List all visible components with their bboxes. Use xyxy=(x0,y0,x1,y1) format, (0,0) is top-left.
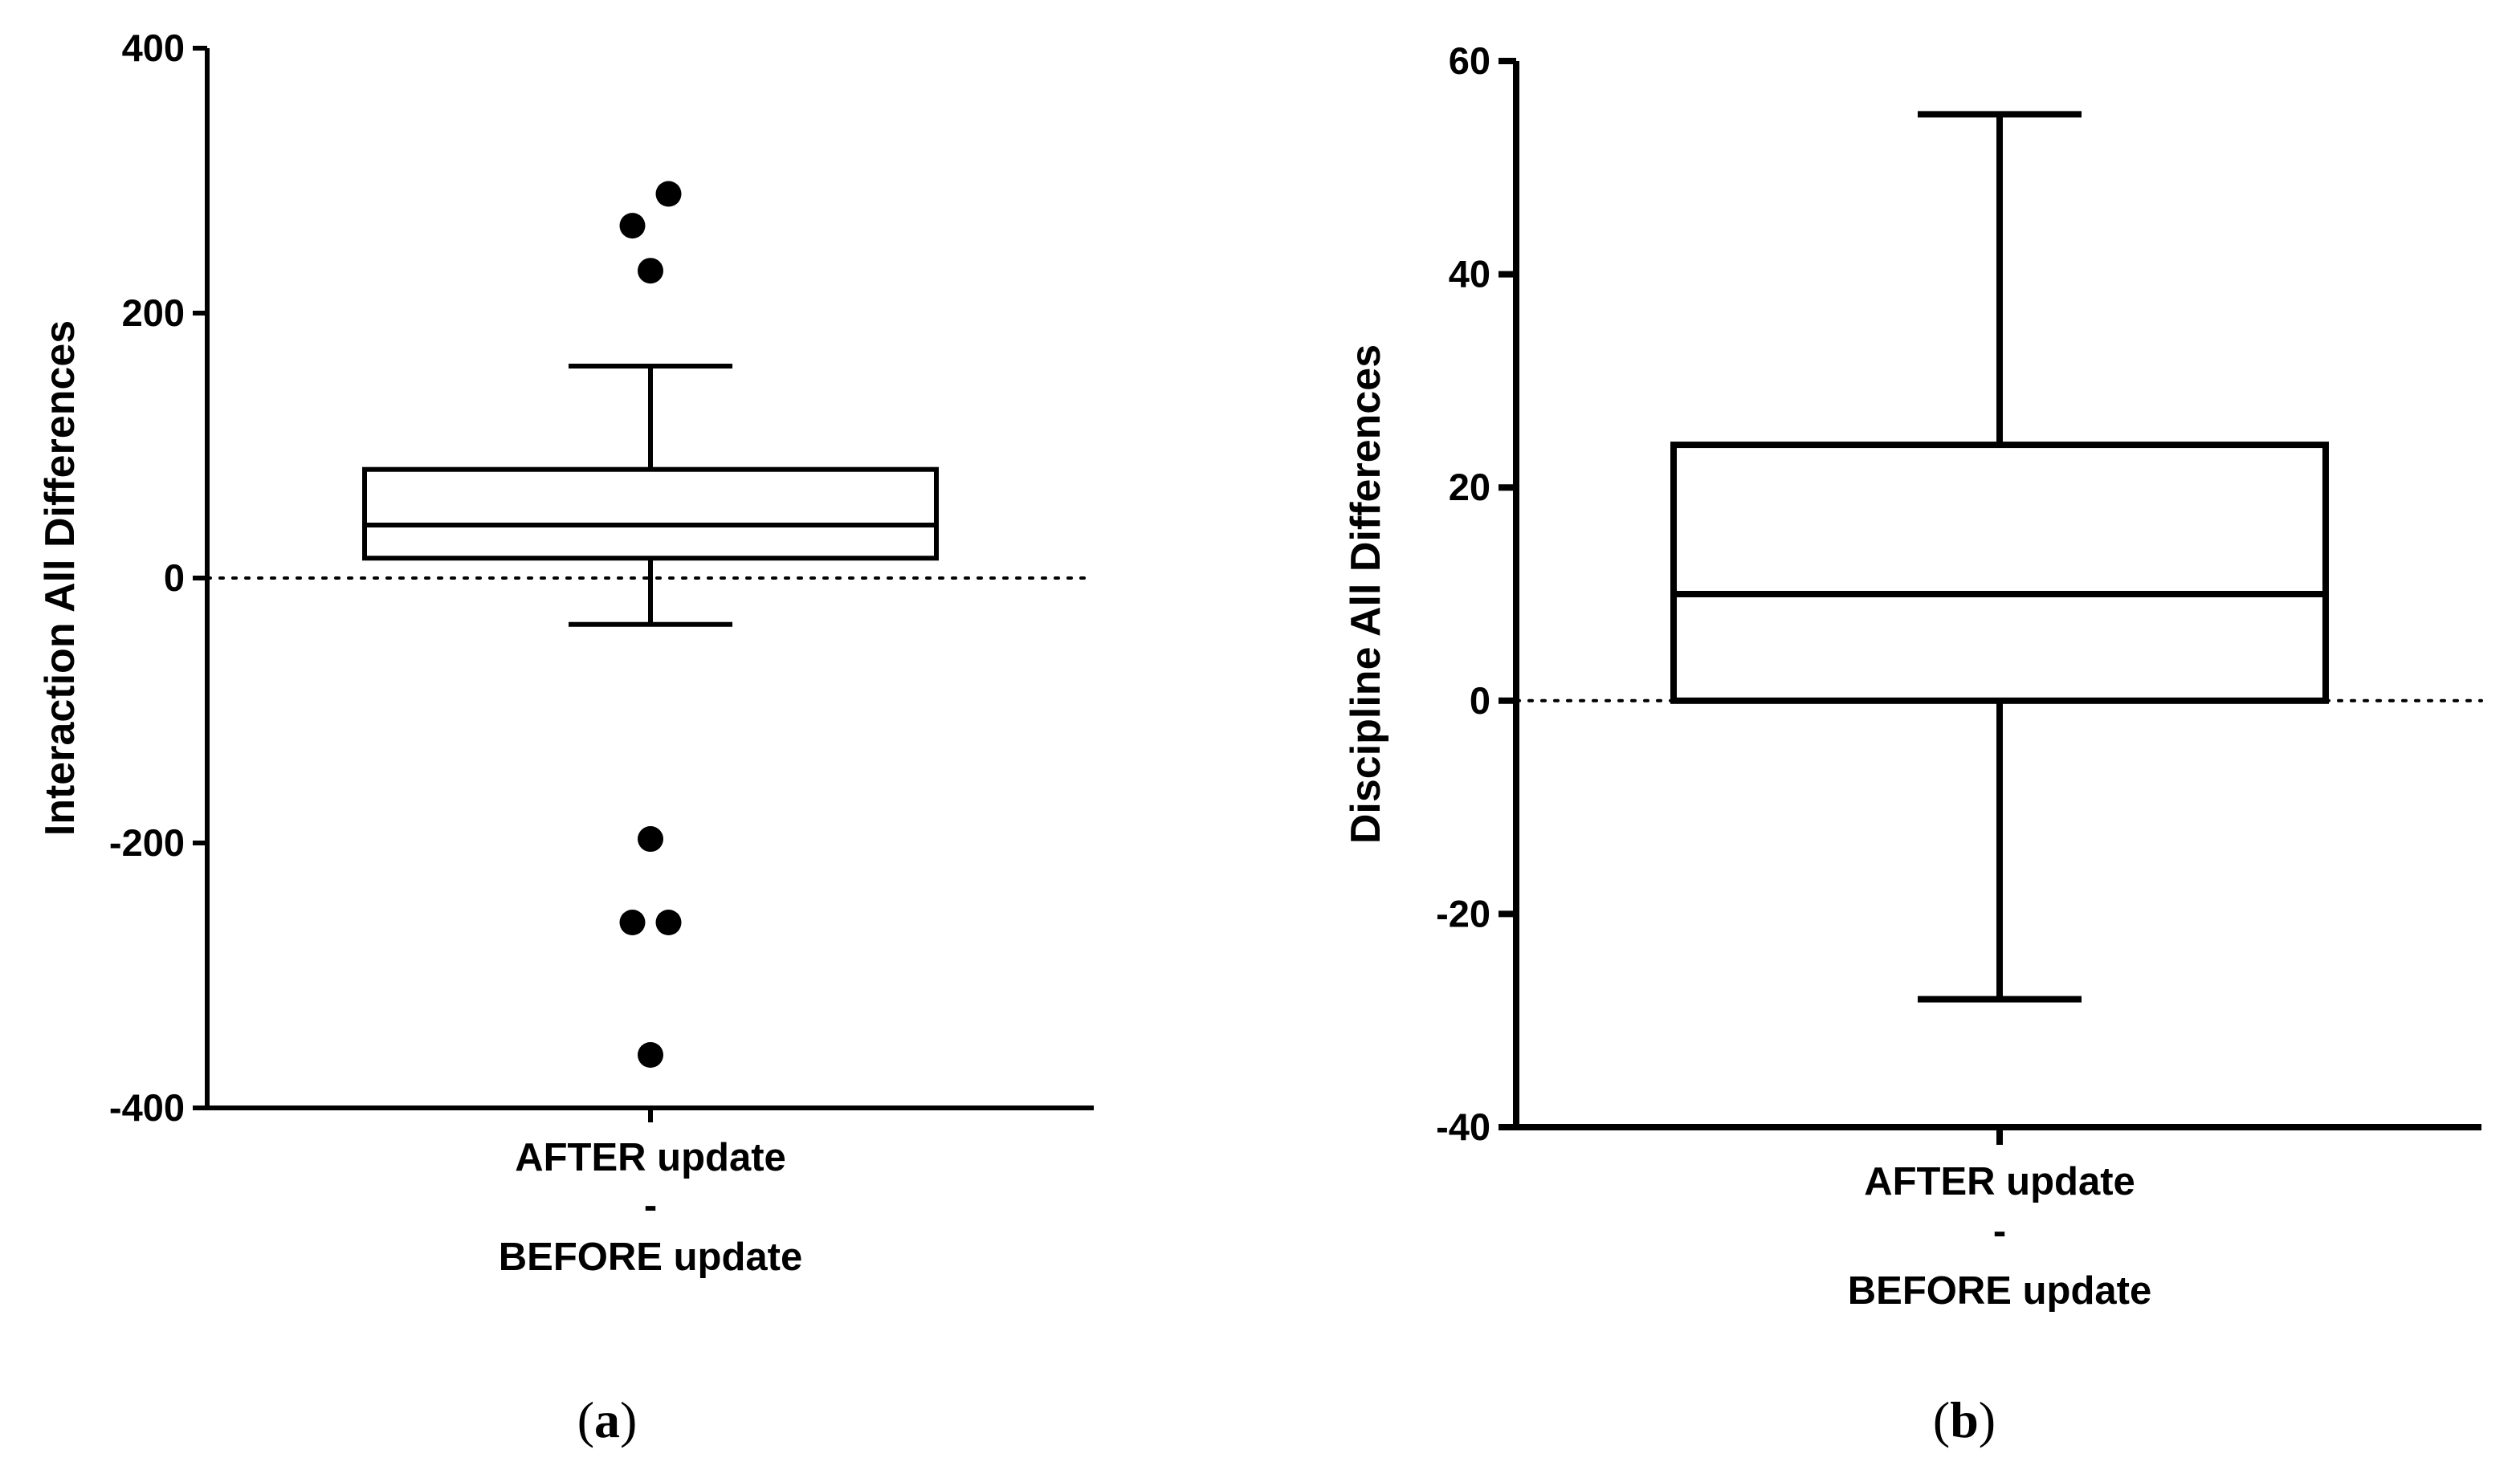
panel-a-category-line-1: AFTER update xyxy=(515,1136,786,1179)
panel-a-outlier-point xyxy=(655,910,682,935)
panel-a-y-axis-title: Interaction All Differences xyxy=(37,320,84,836)
panel-b-y-tick-label: 40 xyxy=(1449,253,1490,295)
panel-b-label: (b) xyxy=(1933,1391,1996,1448)
panel-a-y-tick-label: -400 xyxy=(109,1086,185,1129)
panel-a-y-tick-label: 200 xyxy=(122,291,185,334)
panel-a-outlier-point xyxy=(655,181,682,207)
panel-b-y-tick-label: -20 xyxy=(1436,892,1490,934)
panel-b-y-tick-label: -40 xyxy=(1436,1106,1490,1148)
panel-a-outlier-point xyxy=(638,826,663,853)
panel-a-chart: Interaction All Differences AFTER update… xyxy=(37,26,1095,1448)
panel-b-y-tick-label: 0 xyxy=(1470,679,1490,722)
panel-b-y-tick-label: 60 xyxy=(1449,39,1490,82)
panel-a-outlier-point xyxy=(638,258,663,284)
panel-a-letter: a xyxy=(594,1391,620,1448)
panel-b-chart: Discipline All Differences AFTER update … xyxy=(1343,39,2483,1448)
panel-a-category-line-2: - xyxy=(644,1184,657,1228)
panel-b-y-axis-title: Discipline All Differences xyxy=(1343,344,1389,844)
panel-a-iqr-box xyxy=(362,466,939,561)
panel-a-category-line-3: BEFORE update xyxy=(499,1236,802,1279)
panel-a-y-tick-label: 400 xyxy=(122,26,185,69)
panel-b-letter: b xyxy=(1950,1391,1979,1448)
panel-a-y-tick-label: 0 xyxy=(164,556,185,599)
panel-a-outlier-point xyxy=(638,1042,663,1068)
panel-a-y-tick-label: -200 xyxy=(109,821,185,864)
panel-b-category-line-2: - xyxy=(1993,1210,2006,1253)
panel-a-outlier-point xyxy=(619,910,646,935)
panel-b-y-tick-label: 20 xyxy=(1449,466,1490,508)
panel-b-category-line-3: BEFORE update xyxy=(1848,1269,2151,1313)
panel-b-category-line-1: AFTER update xyxy=(1864,1160,2135,1203)
panel-b-iqr-box xyxy=(1670,442,2329,704)
panel-a-label: (a) xyxy=(577,1391,638,1448)
panel-a-outlier-point xyxy=(619,213,646,239)
